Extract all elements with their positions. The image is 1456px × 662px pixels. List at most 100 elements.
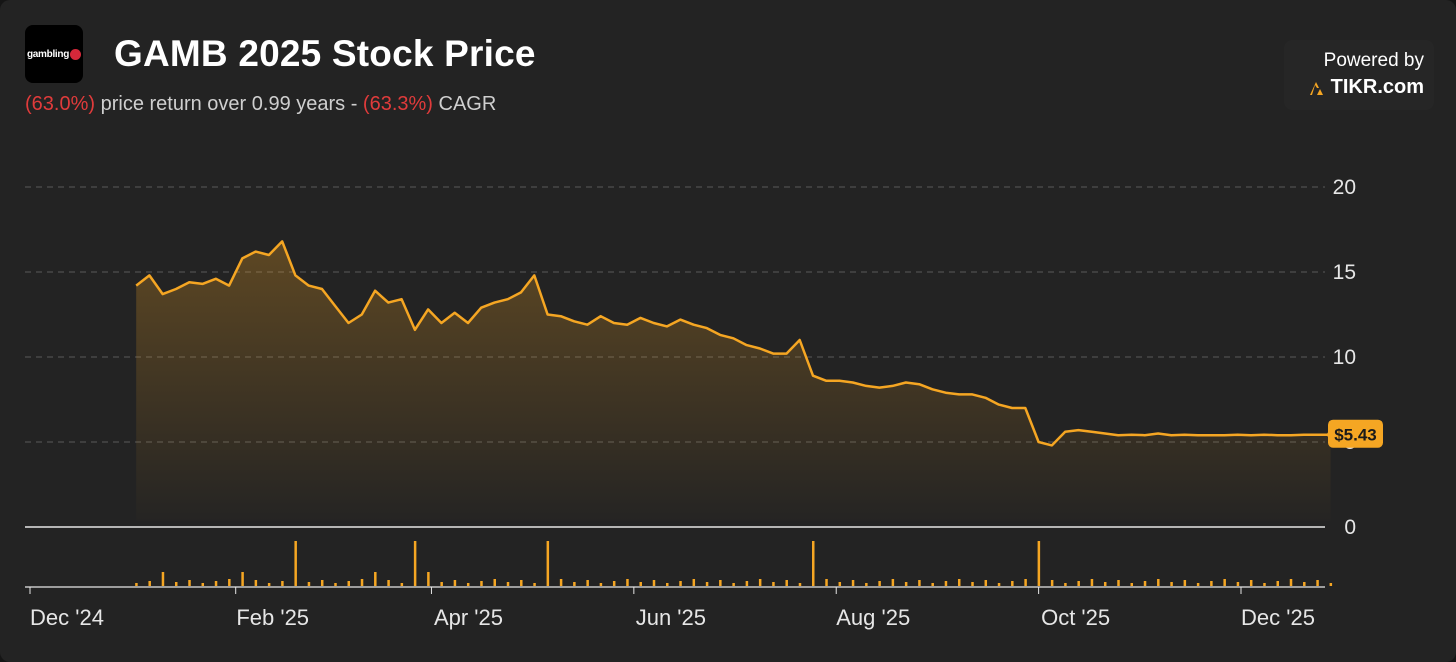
volume-bar bbox=[1050, 580, 1054, 586]
volume-bar bbox=[1157, 579, 1160, 586]
last-price-label: $5.43 bbox=[1334, 426, 1377, 445]
volume-bar bbox=[241, 572, 244, 586]
volume-bar bbox=[1249, 580, 1253, 586]
volume-bar bbox=[506, 582, 510, 586]
volume-bar bbox=[984, 580, 988, 586]
volume-bar bbox=[1289, 579, 1293, 586]
volume-bar bbox=[1024, 579, 1027, 586]
volume-bar bbox=[1183, 580, 1187, 586]
y-tick-label: 20 bbox=[1333, 176, 1356, 199]
volume-bar bbox=[851, 580, 855, 586]
volume-bar bbox=[997, 583, 1001, 586]
volume-bar bbox=[334, 583, 337, 586]
volume-bar bbox=[413, 541, 417, 586]
x-tick-label: Feb '25 bbox=[236, 605, 309, 630]
y-tick-label: 10 bbox=[1333, 346, 1356, 369]
x-tick-label: Apr '25 bbox=[434, 605, 503, 630]
volume-bar bbox=[626, 579, 629, 586]
volume-bar bbox=[1077, 581, 1080, 586]
volume-bar bbox=[1196, 583, 1200, 586]
brand-name: TIKR.com bbox=[1330, 76, 1424, 98]
volume-bar bbox=[918, 580, 921, 586]
volume-bar bbox=[825, 579, 828, 586]
volume-bar bbox=[453, 580, 457, 586]
volume-bar bbox=[148, 581, 151, 586]
volume-bar bbox=[466, 583, 470, 586]
volume-bar bbox=[772, 582, 775, 586]
volume-bar bbox=[374, 572, 377, 586]
return-text: price return over 0.99 years - bbox=[95, 93, 363, 115]
volume-bar bbox=[214, 581, 218, 586]
volume-bar bbox=[174, 582, 178, 586]
y-tick-label: 0 bbox=[1344, 516, 1356, 539]
volume-bar bbox=[745, 581, 749, 586]
volume-bar bbox=[1263, 583, 1266, 586]
volume-bar bbox=[838, 582, 842, 586]
cagr-text: CAGR bbox=[432, 93, 497, 115]
volume-bar bbox=[1170, 582, 1173, 586]
volume-bar bbox=[573, 582, 576, 586]
volume-bar bbox=[546, 541, 550, 586]
volume-bar bbox=[427, 572, 430, 586]
tikr-logo-icon bbox=[1309, 81, 1323, 95]
volume-bar bbox=[1143, 581, 1147, 586]
logo-dot-icon bbox=[70, 48, 82, 60]
powered-by-badge[interactable]: Powered by TIKR.com bbox=[1284, 40, 1434, 110]
volume-bar bbox=[400, 583, 404, 586]
volume-bar bbox=[1329, 583, 1333, 586]
chart-subtitle: (63.0%) price return over 0.99 years - (… bbox=[25, 93, 496, 116]
volume-bar bbox=[360, 579, 364, 586]
price-line bbox=[135, 240, 1331, 447]
y-tick-label: 15 bbox=[1333, 261, 1356, 284]
logo-text: gambling bbox=[26, 48, 70, 60]
volume-bar bbox=[944, 581, 948, 586]
volume-bar bbox=[1011, 581, 1014, 586]
x-tick-label: Dec '24 bbox=[30, 605, 104, 630]
volume-bar bbox=[1223, 579, 1226, 586]
volume-bar bbox=[865, 583, 868, 586]
volume-bar bbox=[1064, 583, 1067, 586]
volume-bar bbox=[1303, 582, 1306, 586]
volume-bar bbox=[812, 541, 815, 586]
x-tick-label: Aug '25 bbox=[836, 605, 910, 630]
volume-bar bbox=[1236, 582, 1240, 586]
volume-bar bbox=[652, 580, 656, 586]
cagr-pct: (63.3%) bbox=[362, 93, 433, 115]
volume-bar bbox=[971, 582, 974, 586]
volume-bar bbox=[1210, 581, 1213, 586]
volume-bar bbox=[639, 582, 642, 586]
volume-bar bbox=[1117, 580, 1120, 586]
volume-bar bbox=[878, 581, 881, 586]
volume-bar bbox=[320, 580, 324, 586]
volume-bar bbox=[785, 580, 788, 586]
volume-bar bbox=[1316, 580, 1319, 586]
volume-bar bbox=[161, 572, 165, 586]
volume-bar bbox=[891, 579, 895, 586]
volume-bar bbox=[294, 541, 297, 586]
volume-bar bbox=[1090, 579, 1094, 586]
volume-bar bbox=[719, 580, 722, 586]
volume-bar bbox=[1103, 582, 1107, 586]
volume-bar bbox=[559, 579, 563, 586]
volume-bar bbox=[732, 583, 735, 586]
volume-bar bbox=[254, 580, 258, 586]
volume-bar bbox=[798, 583, 802, 586]
x-tick-label: Oct '25 bbox=[1041, 605, 1110, 630]
volume-bar bbox=[228, 579, 231, 586]
volume-bar bbox=[586, 580, 589, 586]
volume-bar bbox=[904, 582, 908, 586]
volume-bar bbox=[612, 581, 616, 586]
brand-label: TIKR.com bbox=[1309, 76, 1424, 99]
volume-bar bbox=[1130, 583, 1134, 586]
volume-bar bbox=[692, 579, 696, 586]
volume-bar bbox=[281, 581, 284, 586]
volume-bar bbox=[135, 583, 138, 586]
volume-bar bbox=[533, 583, 536, 586]
volume-bar bbox=[666, 583, 669, 586]
chart-title: GAMB 2025 Stock Price bbox=[114, 33, 536, 74]
volume-bar bbox=[347, 581, 351, 586]
volume-bar bbox=[705, 582, 709, 586]
volume-bar bbox=[957, 579, 961, 586]
